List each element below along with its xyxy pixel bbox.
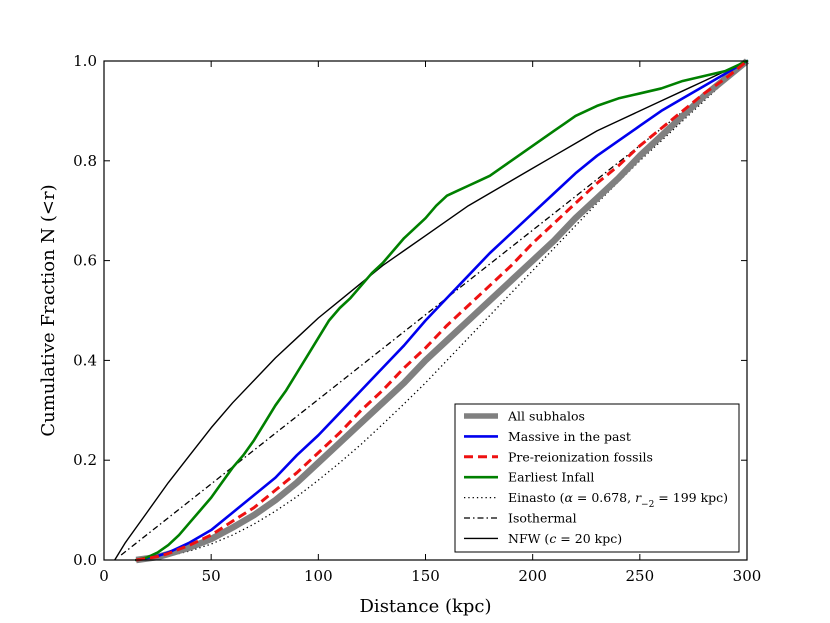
x-tick-label: 100 bbox=[304, 567, 333, 585]
legend-label-part: c bbox=[549, 531, 556, 546]
legend-label-isothermal: Isothermal bbox=[508, 511, 577, 526]
series-line-all-subhalos bbox=[135, 58, 750, 564]
legend-label-massive-in-the-past: Massive in the past bbox=[508, 429, 631, 444]
y-tick-label: 0.8 bbox=[73, 152, 97, 170]
y-axis-label: Cumulative Fraction N (<r) bbox=[38, 184, 59, 436]
legend-label-part: = 20 kpc) bbox=[556, 531, 622, 546]
legend-label-part: −2 bbox=[641, 500, 654, 510]
legend-box bbox=[454, 403, 740, 553]
legend: All subhalos Massive in the past Pre-reion… bbox=[454, 403, 740, 553]
y-tick-label: 0.2 bbox=[73, 451, 97, 469]
x-tick-label: 50 bbox=[202, 567, 221, 585]
x-tick-label: 300 bbox=[733, 567, 762, 585]
y-tick-label: 0.6 bbox=[73, 252, 97, 270]
x-tick-label: 200 bbox=[518, 567, 547, 585]
x-tick-label: 150 bbox=[411, 567, 440, 585]
legend-label-part: NFW ( bbox=[508, 531, 549, 546]
legend-label-part: r bbox=[635, 490, 642, 505]
legend-label-part: α bbox=[564, 490, 573, 505]
legend-label-pre-reionization-fossils: Pre-reionization fossils bbox=[508, 449, 653, 464]
legend-label-all-subhalos: All subhalos bbox=[507, 409, 585, 424]
x-tick-label: 0 bbox=[99, 567, 109, 585]
y-tick-label: 0.4 bbox=[73, 351, 97, 369]
ticks-layer: 0 50 100 150 200 250 300 0.0 0.2 0.4 0.6 0.8 1.0 bbox=[73, 52, 761, 585]
legend-label-nfw-c-20-kpc: NFW (c = 20 kpc) bbox=[508, 531, 622, 546]
series-line-massive-in-the-past bbox=[134, 59, 749, 562]
y-tick-label: 0.0 bbox=[73, 551, 97, 569]
series-line-earliest-infall bbox=[134, 59, 749, 562]
x-axis-label: Distance (kpc) bbox=[360, 596, 492, 617]
y-tick-label: 1.0 bbox=[73, 52, 97, 70]
series-layer bbox=[114, 58, 750, 564]
series-line-pre-reionization-fossils bbox=[135, 59, 748, 562]
legend-label-part: = 0.678, bbox=[573, 490, 635, 505]
x-tick-label: 250 bbox=[626, 567, 655, 585]
legend-label-earliest-infall: Earliest Infall bbox=[508, 470, 594, 485]
legend-label-part: = 199 kpc) bbox=[654, 490, 728, 505]
legend-label-einasto-0-678-r-199-kpc: Einasto (α = 0.678, r−2 = 199 kpc) bbox=[508, 490, 728, 510]
legend-label-part: Einasto ( bbox=[508, 490, 564, 505]
series-line-nfw-c-20-kpc bbox=[114, 60, 748, 561]
